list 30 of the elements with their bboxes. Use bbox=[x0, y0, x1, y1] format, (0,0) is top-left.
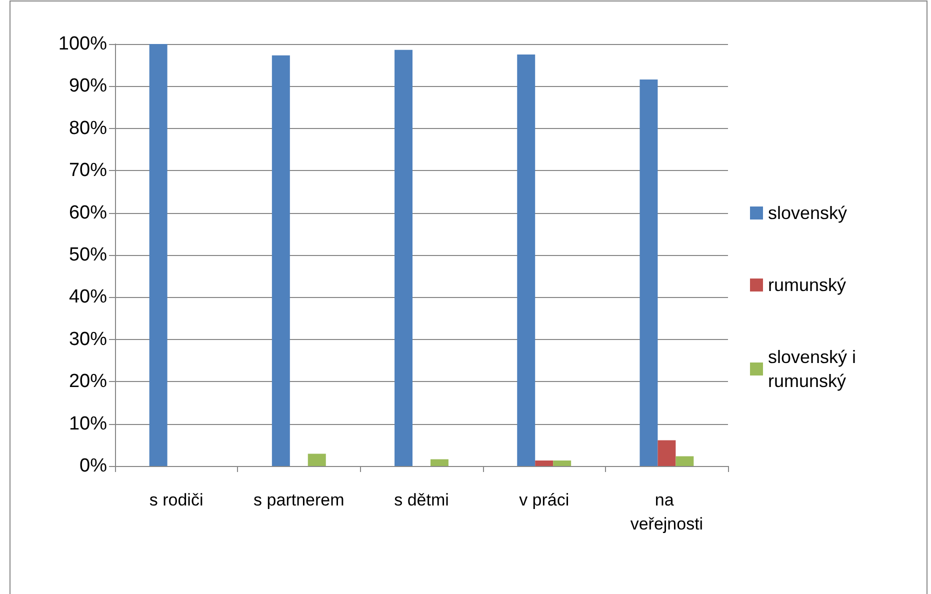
y-tick-label: 0% bbox=[80, 456, 108, 476]
bar bbox=[658, 440, 676, 466]
y-tick-label: 20% bbox=[68, 371, 108, 392]
bar bbox=[553, 460, 572, 466]
x-tick-label: v práci bbox=[519, 490, 570, 510]
bar bbox=[640, 79, 658, 466]
bar bbox=[430, 459, 448, 466]
legend-label: rumunský bbox=[768, 275, 846, 295]
bar bbox=[394, 50, 413, 466]
y-tick-label: 30% bbox=[68, 328, 108, 350]
y-tick-label: 60% bbox=[68, 202, 108, 224]
y-tick-label: 90% bbox=[68, 76, 108, 97]
y-tick-label: 100% bbox=[58, 34, 108, 54]
bar bbox=[272, 55, 290, 466]
bar bbox=[535, 460, 554, 466]
x-tick-label: s partnerem bbox=[254, 490, 344, 510]
x-tick-label: na veřejnosti bbox=[630, 490, 704, 534]
x-tick-label: s rodiči bbox=[149, 490, 204, 510]
x-tick-label: s dětmi bbox=[394, 490, 449, 510]
legend-label: slovenský i rumunský bbox=[768, 347, 862, 391]
y-tick-label: 40% bbox=[68, 286, 108, 308]
bar bbox=[149, 44, 168, 466]
y-tick-label: 80% bbox=[68, 118, 108, 139]
bar bbox=[676, 456, 694, 466]
y-tick-label: 70% bbox=[68, 160, 108, 182]
y-tick-label: 10% bbox=[68, 413, 108, 434]
legend-label: slovenský bbox=[768, 203, 848, 223]
bar bbox=[308, 454, 326, 466]
bar bbox=[517, 54, 536, 466]
y-tick-label: 50% bbox=[68, 244, 108, 266]
